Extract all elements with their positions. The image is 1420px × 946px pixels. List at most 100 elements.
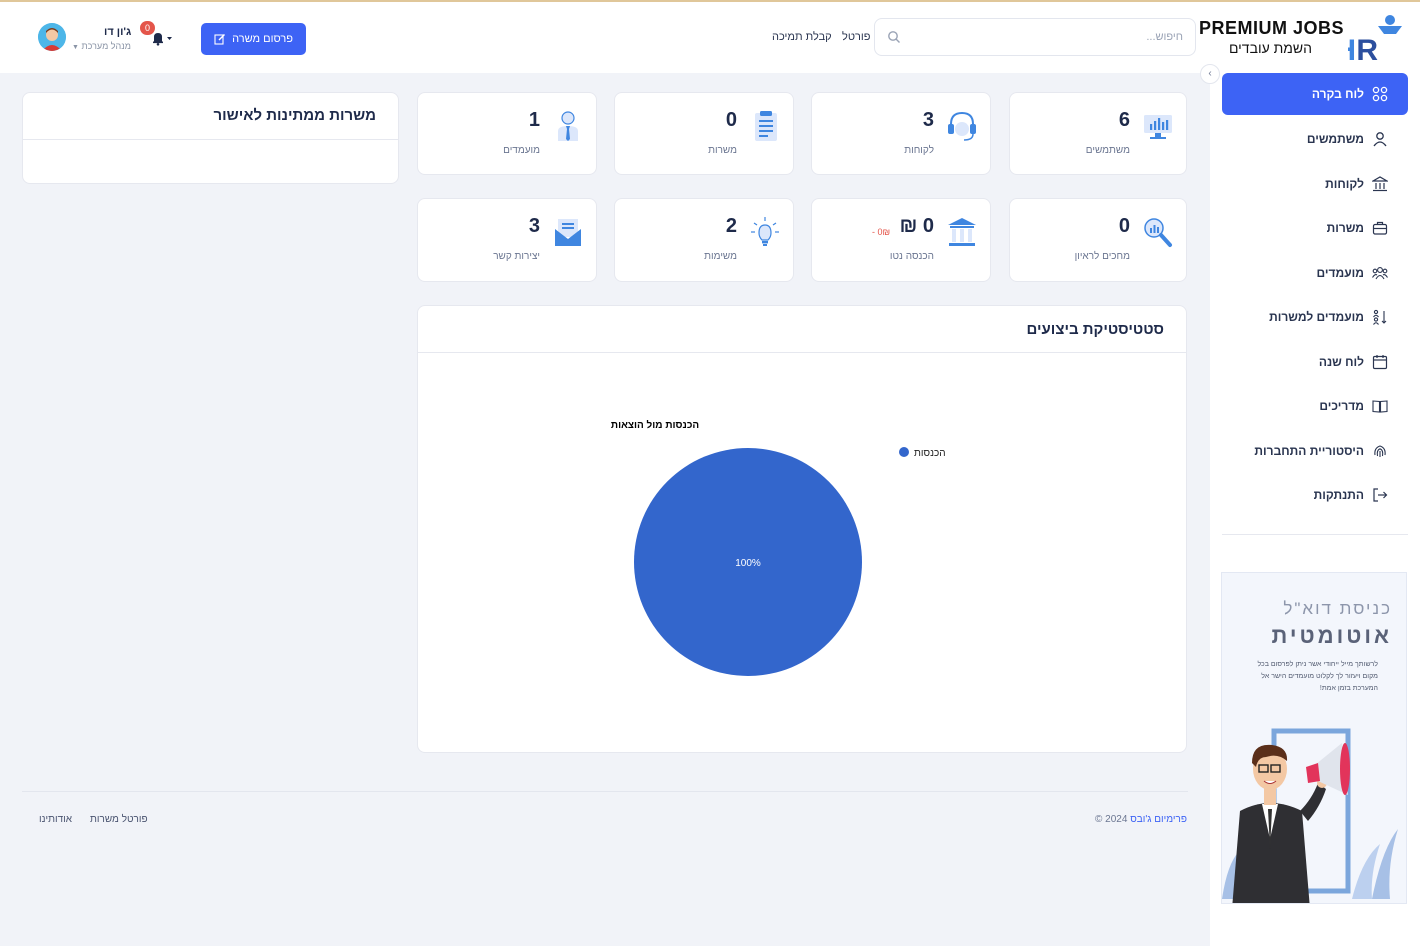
legend-label[interactable]: הכנסות	[914, 448, 946, 459]
footer-copyright: פרימיום ג'ובס 2024 ©	[1095, 814, 1187, 825]
sidebar-item-jobs[interactable]: משרות	[1222, 207, 1408, 249]
stat-label: לקוחות	[904, 145, 934, 156]
logo[interactable]: H R PREMIUM JOBS השמת עובדים	[1199, 12, 1408, 64]
logo-subtitle: השמת עובדים	[1228, 40, 1312, 56]
stat-value: 3	[922, 109, 934, 131]
stat-value: 0 ₪	[899, 215, 934, 237]
sidebar-item-label: משרות	[1326, 221, 1364, 235]
header-link-portal[interactable]: פורטל	[842, 31, 871, 43]
stat-value: 3	[528, 215, 540, 237]
promo-banner[interactable]: כניסת דוא"ל אוטומטית לרשותך מייל ייחודי …	[1221, 572, 1407, 904]
sidebar-divider	[1222, 534, 1408, 535]
sidebar-item-candidates[interactable]: מועמדים	[1222, 252, 1408, 294]
magnifier-chart-icon	[1144, 218, 1172, 247]
logo-title: PREMIUM JOBS	[1198, 18, 1344, 38]
footer-link-about[interactable]: אודותינו	[39, 814, 73, 825]
avatar-person-icon	[38, 23, 66, 51]
sidebar-item-label: לקוחות	[1325, 177, 1364, 191]
card-divider	[418, 352, 1186, 353]
search-box[interactable]	[874, 18, 1196, 56]
sidebar: לוח בקרה משתמשים לקוחות משרות מועמדים מו…	[1210, 73, 1420, 946]
stat-value: 1	[528, 109, 540, 131]
sidebar-item-label: לוח בקרה	[1311, 87, 1364, 101]
sidebar-item-calendar[interactable]: לוח שנה	[1222, 341, 1408, 383]
pending-jobs-title: משרות ממתינות לאישור	[213, 107, 376, 124]
footer-divider	[22, 791, 1188, 792]
headset-icon	[948, 111, 976, 141]
briefcase-icon	[1372, 221, 1388, 235]
person-tie-icon	[558, 111, 578, 141]
sidebar-item-users[interactable]: משתמשים	[1222, 118, 1408, 160]
sidebar-item-label: מועמדים למשרות	[1269, 310, 1364, 324]
search-input[interactable]	[913, 19, 1183, 55]
sidebar-item-dashboard[interactable]: לוח בקרה	[1222, 73, 1408, 115]
sidebar-item-login-history[interactable]: היסטוריית התחברות	[1222, 430, 1408, 472]
stat-card-net-income[interactable]: 0 ₪ 0₪ - הכנסה נטו	[811, 198, 991, 282]
sidebar-item-label: היסטוריית התחברות	[1254, 444, 1364, 458]
bank-icon	[1372, 176, 1388, 192]
stat-label: מועמדים	[503, 145, 540, 156]
stat-card-users[interactable]: 6 משתמשים	[1009, 92, 1187, 175]
sidebar-collapse-button[interactable]: ›	[1200, 64, 1220, 84]
bell-icon[interactable]	[150, 30, 176, 46]
footer-link-jobs-portal[interactable]: פורטל משרות	[90, 814, 148, 825]
stat-card-clients[interactable]: 3 לקוחות	[811, 92, 991, 175]
pending-jobs-card: משרות ממתינות לאישור	[22, 92, 399, 184]
sidebar-item-clients[interactable]: לקוחות	[1222, 163, 1408, 205]
user-name[interactable]: ג'ון דו	[104, 26, 132, 38]
lightbulb-icon	[751, 217, 779, 246]
chart-title: הכנסות מול הוצאות	[611, 419, 699, 431]
performance-title: סטטיסטיקת ביצועים	[1026, 321, 1165, 338]
stat-value: 0	[725, 109, 737, 131]
promo-title-line2: אוטומטית	[1271, 623, 1392, 648]
net-income-expenses: 0₪ -	[872, 227, 891, 237]
stat-card-waiting-interview[interactable]: 0 מחכים לראיון	[1009, 198, 1187, 282]
footer-brand[interactable]: פרימיום ג'ובס	[1130, 814, 1187, 825]
envelope-icon	[555, 219, 581, 246]
stat-value: 2	[725, 215, 737, 237]
sidebar-item-label: משתמשים	[1306, 132, 1364, 146]
stat-card-jobs[interactable]: 0 משרות	[614, 92, 794, 175]
sidebar-item-job-candidates[interactable]: מועמדים למשרות	[1222, 296, 1408, 338]
sidebar-item-guides[interactable]: מדריכים	[1222, 385, 1408, 427]
calendar-icon	[1372, 355, 1388, 370]
pie-chart: הכנסות מול הוצאות 100% הכנסות	[611, 419, 946, 676]
user-role[interactable]: מנהל מערכת ▼	[72, 41, 131, 51]
avatar[interactable]	[38, 23, 66, 51]
stat-card-contacts[interactable]: 3 יצירות קשר	[417, 198, 597, 282]
stat-value: 0	[1118, 215, 1130, 237]
performance-stats-card: סטטיסטיקת ביצועים הכנסות מול הוצאות 100%…	[417, 305, 1187, 753]
chevron-down-icon	[167, 37, 172, 40]
legend-swatch[interactable]	[899, 447, 909, 457]
sidebar-item-label: מועמדים	[1316, 266, 1364, 280]
top-header: H R PREMIUM JOBS השמת עובדים פורטל קבלת …	[0, 2, 1420, 73]
stat-value: 6	[1118, 109, 1130, 131]
user-icon	[1373, 132, 1387, 147]
logo-mark-icon: H R	[1348, 15, 1402, 64]
header-link-support[interactable]: קבלת תמיכה	[772, 31, 832, 43]
search-icon	[888, 31, 900, 43]
stat-card-tasks[interactable]: 2 משימות	[614, 198, 794, 282]
post-job-button[interactable]: פרסום משרה	[201, 23, 306, 55]
promo-megaphone-man-illustration	[1222, 699, 1406, 903]
fingerprint-icon	[1374, 445, 1386, 457]
svg-text:H: H	[1348, 34, 1356, 64]
footer-year: 2024 ©	[1095, 814, 1128, 825]
stat-card-candidates[interactable]: 1 מועמדים	[417, 92, 597, 175]
promo-text: לרשותך מייל ייחודי אשר ניתן לפרסום בכל מ…	[1257, 661, 1378, 692]
stat-label: משרות	[708, 145, 737, 156]
edit-icon	[214, 34, 226, 45]
bank-columns-icon	[948, 218, 976, 246]
group-icon	[1372, 267, 1388, 280]
chevron-right-icon: ›	[1208, 68, 1212, 79]
sidebar-item-label: מדריכים	[1319, 399, 1364, 413]
clipboard-icon	[755, 111, 777, 141]
dashboard-grid-icon	[1372, 86, 1388, 102]
stat-label: משימות	[704, 251, 737, 262]
pie-slice[interactable]	[634, 448, 862, 676]
promo-title-line1: כניסת דוא"ל	[1283, 599, 1392, 618]
user-role-label: מנהל מערכת	[81, 41, 131, 51]
sidebar-item-logout[interactable]: התנתקות	[1222, 474, 1408, 516]
card-divider	[23, 139, 398, 140]
stat-label: מחכים לראיון	[1074, 251, 1130, 262]
